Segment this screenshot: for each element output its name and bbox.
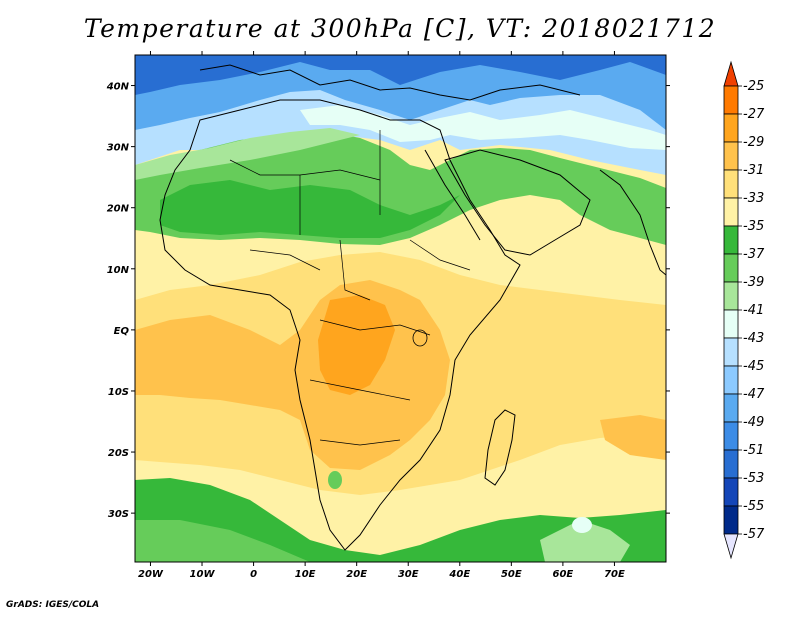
lake-victoria bbox=[412, 329, 428, 347]
band-minus-51-zone bbox=[135, 55, 666, 95]
red-sea-outline bbox=[424, 149, 481, 241]
europe-coastline bbox=[199, 64, 581, 101]
colorbar-segment bbox=[723, 337, 739, 367]
colorbar-label: -25 bbox=[743, 79, 764, 94]
colorbar-segment bbox=[723, 477, 739, 507]
band-minus-37-zone bbox=[160, 180, 460, 238]
colorbar-label: -45 bbox=[743, 359, 764, 374]
lon-tick-label: 20E bbox=[346, 569, 367, 580]
lon-tick-label: 20W bbox=[138, 569, 164, 580]
band-minus-31-east bbox=[600, 415, 666, 460]
colorbar-segment bbox=[723, 393, 739, 423]
colorbar-bottom-arrow bbox=[723, 533, 739, 560]
lon-tick-label: 0 bbox=[250, 569, 257, 580]
country-borders bbox=[229, 130, 471, 446]
colorbar-segment bbox=[723, 113, 739, 143]
lat-tick-label: 20N bbox=[107, 204, 130, 215]
colorbar-top-arrow bbox=[723, 60, 739, 87]
madagascar-outline bbox=[484, 409, 516, 486]
lon-tick-label: 10E bbox=[295, 569, 316, 580]
map-frame bbox=[134, 54, 667, 563]
colorbar-segment bbox=[723, 309, 739, 339]
lat-tick-label: 10N bbox=[107, 265, 130, 276]
colorbar-label: -33 bbox=[743, 191, 764, 206]
colorbar-segment bbox=[723, 141, 739, 171]
colorbar-label: -53 bbox=[743, 471, 764, 486]
colorbar-label: -57 bbox=[743, 527, 765, 542]
colorbar-segment bbox=[723, 85, 739, 115]
temperature-field bbox=[135, 55, 666, 562]
lat-tick-label: EQ bbox=[114, 326, 130, 337]
lon-tick-label: 50E bbox=[501, 569, 522, 580]
lat-tick-label: 10S bbox=[108, 387, 129, 398]
colorbar-label: -43 bbox=[743, 331, 764, 346]
lat-tick-label: 30N bbox=[107, 143, 130, 154]
lat-tick-label: 30S bbox=[108, 509, 129, 520]
arabia-outline bbox=[444, 149, 591, 256]
cold-spot-namibia bbox=[328, 471, 342, 489]
africa-coastline bbox=[159, 99, 521, 551]
lon-tick-label: 60E bbox=[553, 569, 574, 580]
cold-spot-south bbox=[572, 517, 592, 533]
lon-tick-label: 30E bbox=[398, 569, 419, 580]
lat-tick-label: 20S bbox=[108, 448, 129, 459]
colorbar-label: -35 bbox=[743, 219, 764, 234]
colorbar-label: -29 bbox=[743, 135, 764, 150]
lon-tick-label: 40E bbox=[448, 569, 470, 580]
chart-title: Temperature at 300hPa [C], VT: 201802171… bbox=[83, 14, 717, 43]
band-minus-41-zone bbox=[300, 105, 666, 150]
colorbar-label: -39 bbox=[743, 275, 764, 290]
band-minus-41-ribbon bbox=[135, 128, 360, 180]
lon-tick-label: 10W bbox=[190, 569, 216, 580]
colorbar-label: -49 bbox=[743, 415, 764, 430]
lon-tick-label: 70E bbox=[604, 569, 625, 580]
colorbar-label: -47 bbox=[743, 387, 765, 402]
colorbar-segment bbox=[723, 197, 739, 227]
band-minus-39-south bbox=[135, 520, 310, 562]
colorbar-label: -31 bbox=[743, 163, 764, 178]
colorbar-label: -51 bbox=[743, 443, 764, 458]
lon-axis: 20W 10W 0 10E 20E 30E 40E 50E 60E 70E bbox=[138, 51, 625, 580]
colorbar-segment bbox=[723, 169, 739, 199]
colorbar-label: -27 bbox=[743, 107, 765, 122]
band-minus-29-zone bbox=[318, 295, 395, 395]
band-minus-41-south bbox=[540, 520, 630, 562]
colorbar-label: -37 bbox=[743, 247, 765, 262]
india-outline bbox=[599, 169, 666, 276]
colorbar-segment bbox=[723, 365, 739, 395]
grads-credit: GrADS: IGES/COLA bbox=[6, 600, 100, 610]
colorbar-segment bbox=[723, 281, 739, 311]
colorbar-label: -41 bbox=[743, 303, 764, 318]
colorbar-segment bbox=[723, 253, 739, 283]
colorbar-segment bbox=[723, 225, 739, 255]
colorbar-label: -55 bbox=[743, 499, 764, 514]
lat-axis: 40N 30N 20N 10N EQ 10S 20S 30S bbox=[106, 82, 670, 520]
colorbar-segment bbox=[723, 449, 739, 479]
colorbar-segment bbox=[723, 421, 739, 451]
lat-tick-label: 40N bbox=[106, 82, 130, 93]
band-minus-37-south bbox=[135, 478, 666, 562]
colorbar: -25 -27 -29 -31 -33 -35 -37 -39 -41 -43 -45 -47 -49 -… bbox=[723, 60, 765, 560]
colorbar-segment bbox=[723, 505, 739, 535]
